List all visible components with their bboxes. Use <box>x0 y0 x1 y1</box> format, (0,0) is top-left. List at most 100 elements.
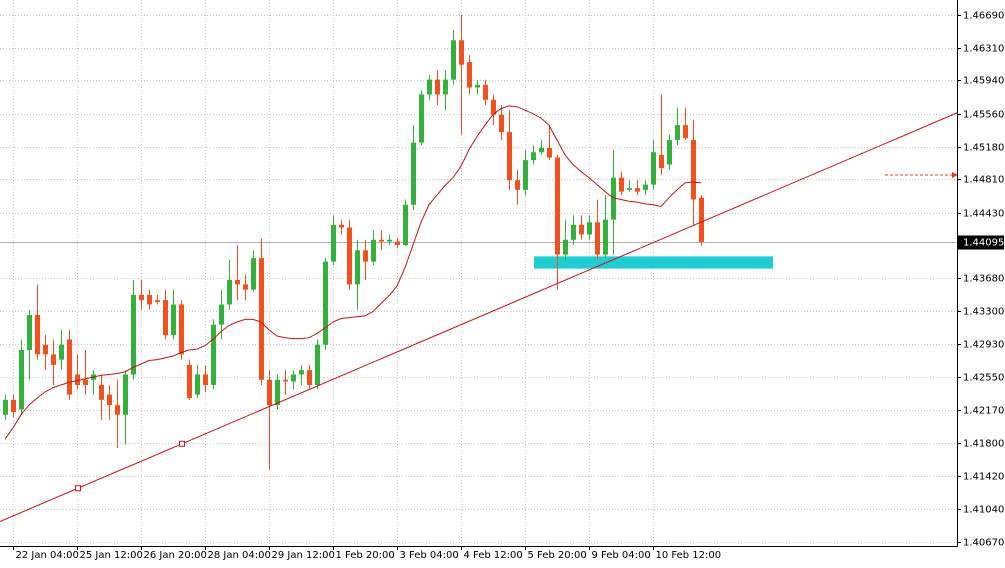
candle-body <box>411 142 416 205</box>
candle-body <box>619 177 624 192</box>
candle-body <box>227 280 232 305</box>
candle-body <box>611 177 616 220</box>
candle-body <box>83 379 88 385</box>
y-tick-label: 1.40670 <box>963 538 1004 549</box>
candle-body <box>179 304 184 355</box>
candle-body <box>235 280 240 285</box>
y-tick-label: 1.42170 <box>963 406 1004 417</box>
candle-body <box>595 222 600 255</box>
candle-body <box>691 140 696 200</box>
candle-body <box>403 204 408 245</box>
candle-body <box>539 147 544 153</box>
candle-body <box>291 374 296 382</box>
x-tick-label: 5 Feb 20:00 <box>528 550 587 561</box>
candle-body <box>59 344 64 360</box>
candle-body <box>339 224 344 228</box>
trend-anchor <box>179 440 185 447</box>
candle-body <box>187 364 192 399</box>
candle-body <box>379 239 384 242</box>
candle-body <box>323 261 328 345</box>
candle-body <box>11 399 16 413</box>
candle-body <box>315 344 320 385</box>
candle-body <box>163 300 168 336</box>
candle-body <box>283 379 288 382</box>
y-tick-label: 1.43300 <box>963 307 1004 318</box>
candle-body <box>99 385 104 400</box>
candle-body <box>387 239 392 242</box>
x-tick-label: 3 Feb 04:00 <box>400 550 459 561</box>
y-tick-label: 1.41800 <box>963 439 1004 450</box>
candle-body <box>395 241 400 245</box>
candle-body <box>435 79 440 95</box>
y-tick-label: 1.43680 <box>963 274 1004 285</box>
candle-body <box>419 94 424 143</box>
candle-body <box>459 40 464 65</box>
candle-body <box>515 180 520 190</box>
candle-body <box>371 239 376 262</box>
candle-body <box>27 315 32 350</box>
candle-body <box>331 224 336 262</box>
x-tick-label: 28 Jan 04:00 <box>208 550 271 561</box>
candle-body <box>355 250 360 285</box>
y-tick-label: 1.41040 <box>963 505 1004 516</box>
candle-body <box>107 394 112 406</box>
y-tick-label: 1.45940 <box>963 76 1004 87</box>
candle-body <box>699 197 704 242</box>
candle-body <box>659 154 664 168</box>
y-tick-label: 1.46310 <box>963 44 1004 55</box>
candle-body <box>579 224 584 235</box>
x-tick-label: 1 Feb 20:00 <box>336 550 395 561</box>
candle-body <box>531 152 536 161</box>
candle-body <box>51 354 56 365</box>
candle-body <box>347 227 352 285</box>
candle-body <box>3 399 8 415</box>
candle-body <box>219 304 224 325</box>
candle-body <box>43 344 48 355</box>
candle-body <box>603 219 608 255</box>
y-tick-label: 1.44810 <box>963 175 1004 186</box>
candle-body <box>275 379 280 406</box>
candle-body <box>563 239 568 255</box>
current-price-label: 1.44095 <box>963 238 1004 249</box>
candle-body <box>147 294 152 305</box>
x-tick-label: 4 Feb 12:00 <box>464 550 523 561</box>
plot <box>0 14 958 522</box>
candle-body <box>667 140 672 165</box>
x-tick-label: 9 Feb 04:00 <box>592 550 651 561</box>
candle-body <box>195 374 200 395</box>
candle-body <box>651 152 656 185</box>
candle-body <box>363 250 368 262</box>
candle-body <box>443 79 448 95</box>
candle-body <box>643 184 648 190</box>
y-tick-label: 1.42550 <box>963 373 1004 384</box>
candle-body <box>587 222 592 235</box>
candle-body <box>499 114 504 133</box>
axis-labels: 1.46690 1.46310 1.45940 1.45560 1.45180 1.448… <box>13 11 1004 561</box>
y-tick-label: 1.44430 <box>963 209 1004 220</box>
candle-body <box>131 294 136 375</box>
candle-body <box>683 125 688 139</box>
alert-arrow-head <box>952 172 958 178</box>
candle-body <box>211 324 216 385</box>
x-tick-label: 26 Jan 20:00 <box>144 550 207 561</box>
candle-body <box>523 160 528 190</box>
candle-body <box>267 379 272 406</box>
candle-body <box>547 147 552 158</box>
x-tick-label: 10 Feb 12:00 <box>656 550 722 561</box>
candle-body <box>635 188 640 192</box>
support-zone <box>534 256 773 269</box>
moving-average <box>4 105 702 440</box>
candle-body <box>571 224 576 240</box>
candle-body <box>307 370 312 385</box>
candle-body <box>299 370 304 375</box>
x-tick-label: 22 Jan 04:00 <box>16 550 79 561</box>
candle-body <box>427 79 432 95</box>
candle-body <box>555 157 560 255</box>
candle-body <box>155 300 160 302</box>
candle-body <box>507 132 512 181</box>
candle-body <box>483 84 488 100</box>
candle-body <box>627 188 632 190</box>
candle-body <box>259 258 264 380</box>
